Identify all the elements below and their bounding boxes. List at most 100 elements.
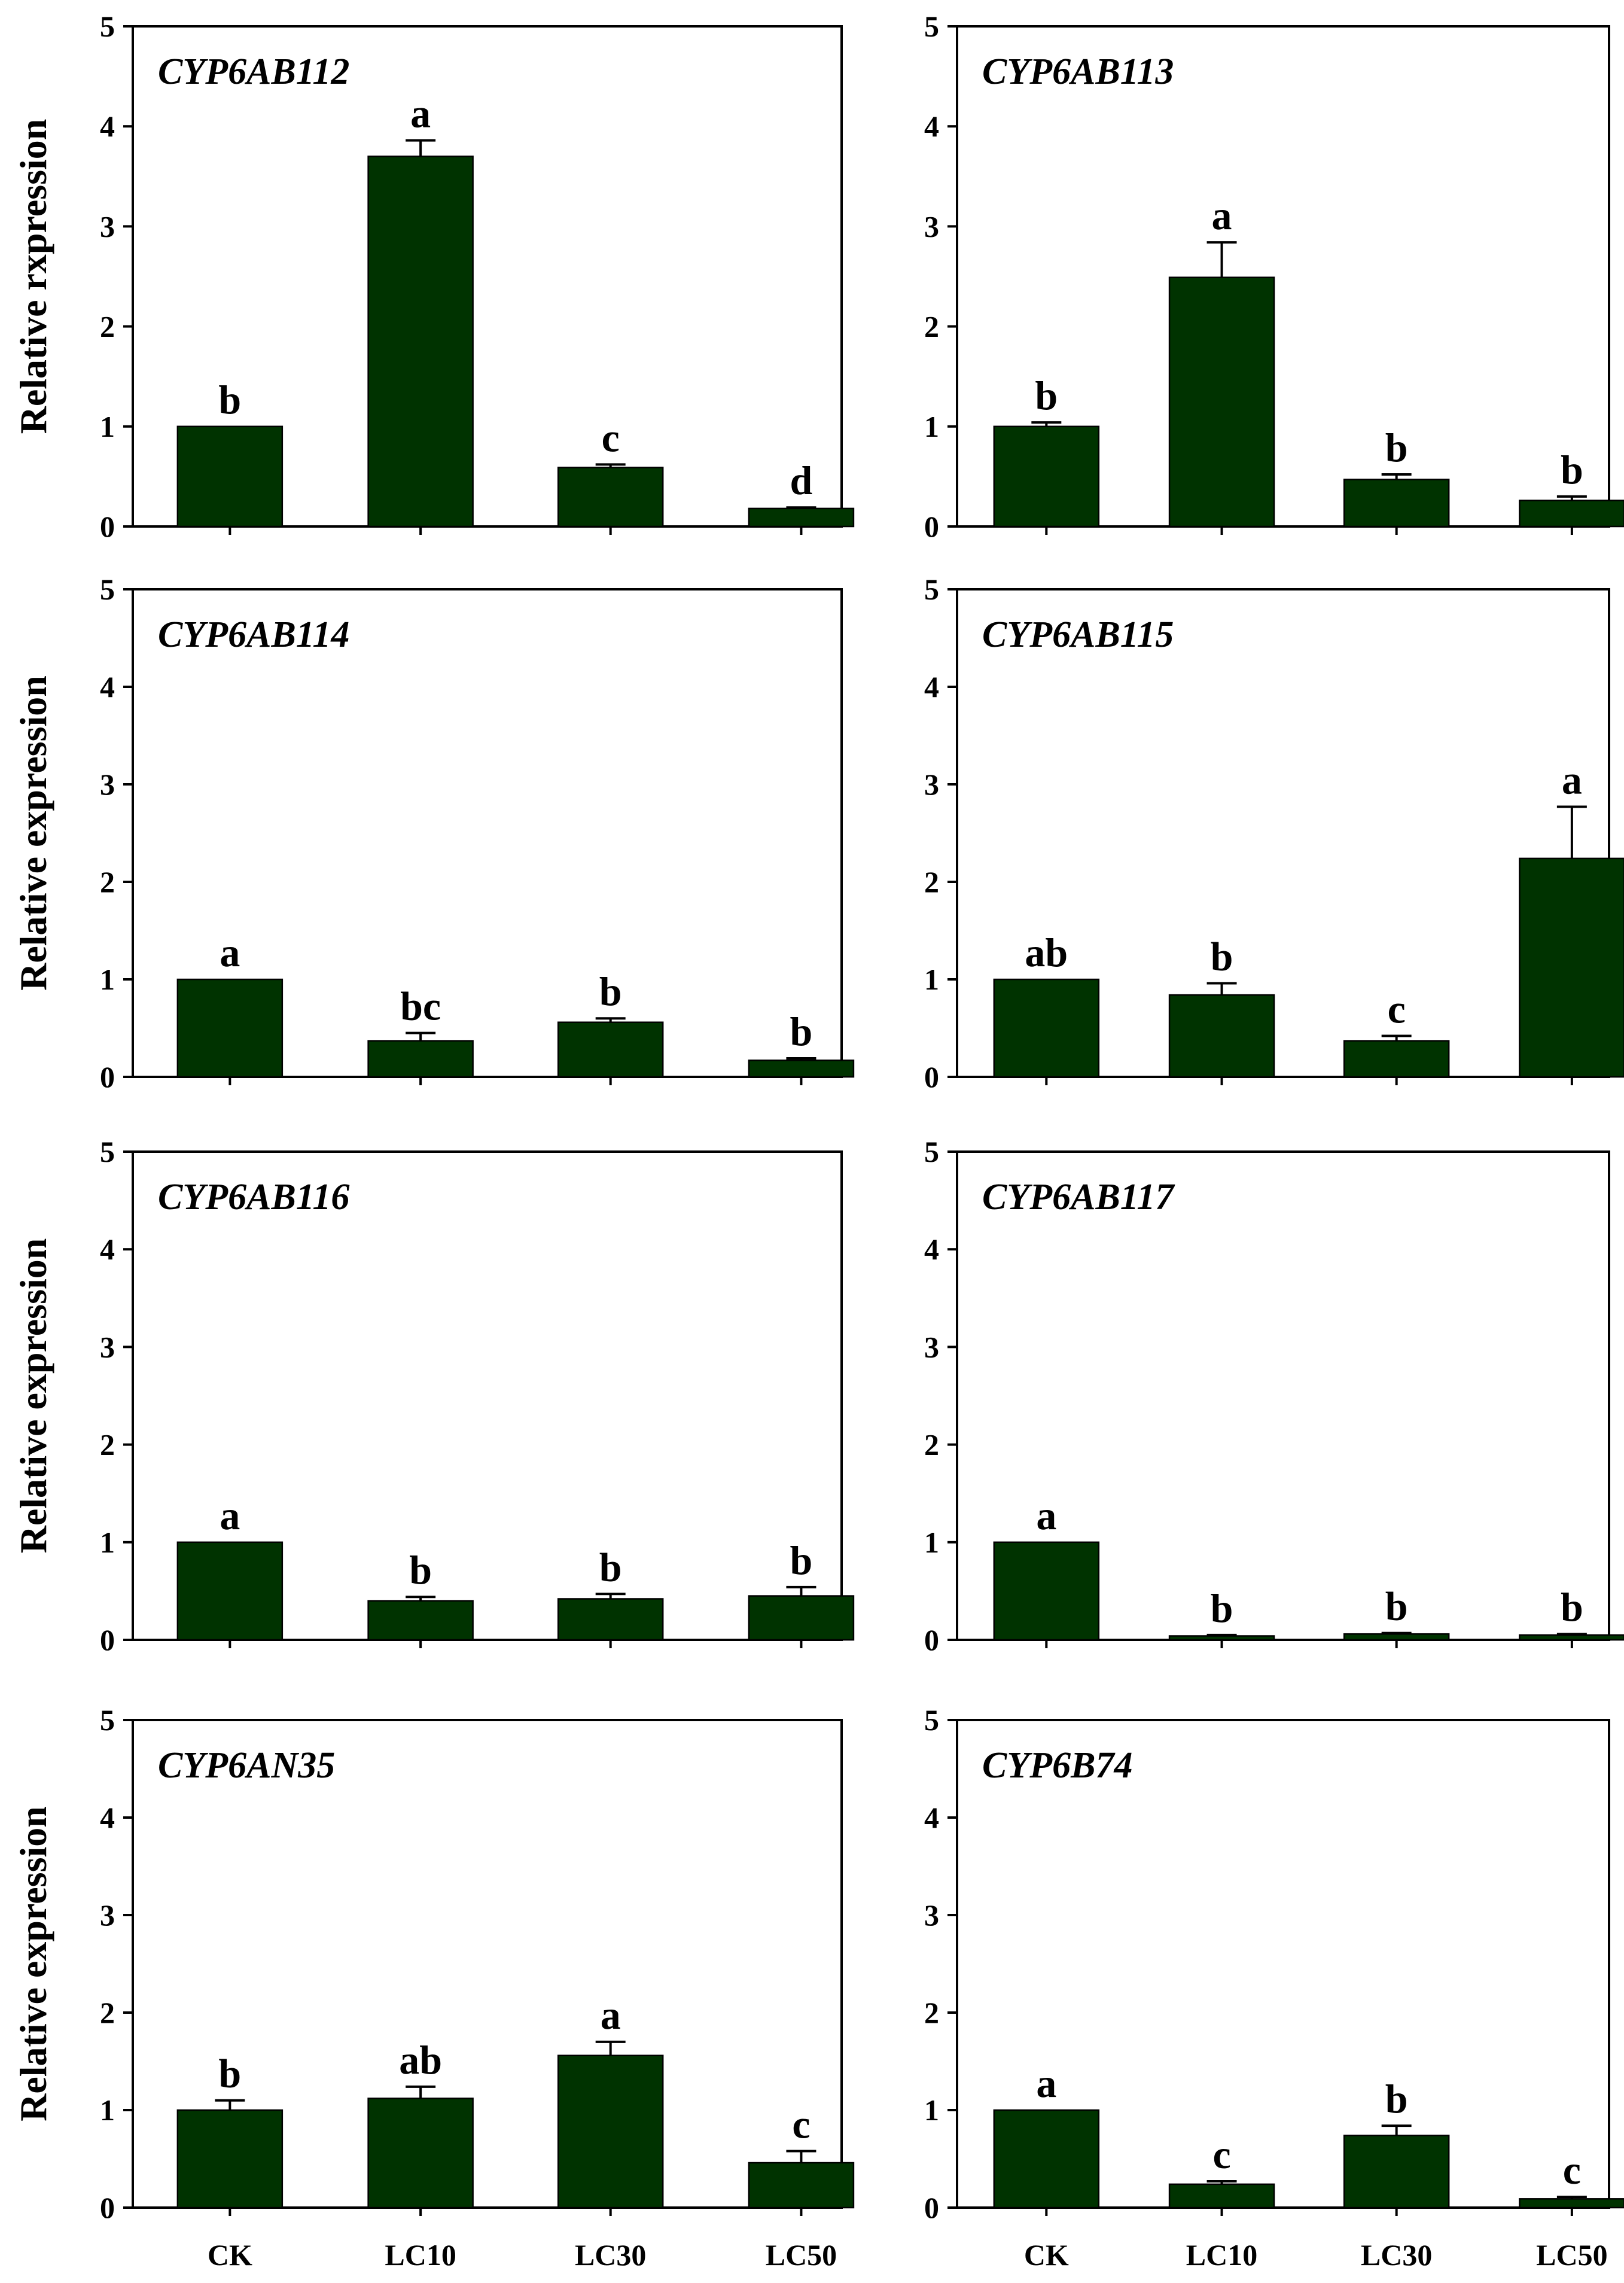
panel-title: CYP6AB112: [158, 51, 349, 92]
y-tick-label: 4: [100, 670, 115, 704]
y-tick-label: 0: [100, 510, 115, 543]
y-tick-label: 4: [100, 1232, 115, 1266]
bar-lc50: [1519, 500, 1624, 528]
y-tick-label: 3: [100, 1898, 115, 1932]
bar-lc10: [1168, 276, 1275, 528]
significance-label: a: [601, 1992, 621, 2038]
significance-label: a: [1036, 1493, 1056, 1538]
x-tick-label-lc30: LC30: [575, 2238, 646, 2272]
y-tick-label: 3: [100, 209, 115, 243]
significance-label: ab: [399, 2037, 442, 2083]
panel-title: CYP6B74: [982, 1745, 1132, 1786]
panel-title: CYP6AB115: [982, 614, 1174, 655]
y-tick-label: 0: [924, 1623, 939, 1657]
significance-label: b: [218, 377, 241, 422]
significance-label: a: [1036, 2060, 1056, 2106]
y-tick-label: 0: [100, 1623, 115, 1657]
bar-lc50: [1519, 1634, 1624, 1641]
bar-lc10: [367, 156, 474, 528]
y-tick-label: 0: [924, 1060, 939, 1094]
panel-title: CYP6AB117: [982, 1177, 1175, 1217]
plot-frame: [956, 1719, 1610, 2209]
y-tick-label: 0: [100, 2191, 115, 2224]
bar-lc10: [1168, 2183, 1275, 2209]
panel-cyp6ab117: 0 1 2 3 4 5 CYP6AB117 a b b b: [924, 1135, 1624, 1657]
y-tick-label: 1: [924, 963, 939, 996]
significance-label: c: [1388, 987, 1406, 1032]
significance-label: b: [409, 1547, 432, 1593]
panel-title: CYP6AN35: [158, 1745, 335, 1786]
panel-title: CYP6AB114: [158, 614, 349, 655]
bar-lc50: [748, 507, 855, 528]
bar-lc30: [1343, 1040, 1450, 1078]
plot-frame: [132, 588, 843, 1078]
y-tick-label: 2: [924, 310, 939, 343]
bar-ck: [993, 1541, 1100, 1641]
x-tick-label-ck: CK: [208, 2238, 252, 2272]
y-axis-label: Relative expression: [12, 1238, 54, 1554]
bar-ck: [993, 2109, 1100, 2209]
bar-lc30: [557, 2054, 664, 2209]
significance-label: b: [1211, 934, 1233, 979]
bar-lc10: [1168, 1635, 1275, 1641]
panel-cyp6ab114: 0 1 2 3 4 5 CYP6AB114 Relative expression a bc b b: [12, 573, 855, 1094]
bar-lc50: [748, 2162, 855, 2209]
y-tick-label: 5: [100, 1135, 115, 1168]
bar-lc30: [557, 467, 664, 528]
y-axis-label: Relative expression: [12, 1806, 54, 2121]
y-tick-label: 5: [924, 10, 939, 43]
y-tick-label: 4: [924, 1801, 939, 1834]
bar-lc50: [748, 1060, 855, 1078]
y-tick-label: 2: [924, 1428, 939, 1462]
bar-ck: [176, 2109, 284, 2209]
bar-lc30: [557, 1598, 664, 1641]
significance-label: c: [1212, 2132, 1230, 2177]
significance-label: b: [1561, 1584, 1583, 1630]
bar-ck: [176, 978, 284, 1078]
y-tick-label: 2: [100, 865, 115, 899]
bar-lc30: [1343, 2135, 1450, 2209]
y-tick-label: 4: [100, 109, 115, 143]
significance-label: bc: [400, 984, 441, 1029]
bar-lc30: [1343, 479, 1450, 528]
y-tick-label: 5: [100, 573, 115, 606]
bar-lc10: [367, 2098, 474, 2209]
significance-label: a: [220, 1493, 240, 1538]
panel-cyp6b74: 0 1 2 3 4 5 CYP6B74 a CK c LC10 b LC30 c LC50: [924, 1703, 1624, 2272]
significance-label: c: [1563, 2147, 1581, 2193]
y-tick-label: 2: [100, 1996, 115, 2029]
panel-cyp6ab115: 0 1 2 3 4 5 CYP6AB115 ab b c a: [924, 573, 1624, 1094]
y-tick-label: 3: [924, 209, 939, 243]
y-tick-label: 3: [100, 768, 115, 801]
significance-label: d: [790, 458, 813, 503]
plot-frame: [132, 1719, 843, 2209]
x-tick-label-lc10: LC10: [1186, 2238, 1257, 2272]
y-tick-label: 4: [924, 670, 939, 704]
significance-label: b: [1385, 1584, 1408, 1629]
x-tick-label-lc50: LC50: [766, 2238, 837, 2272]
significance-label: a: [410, 91, 431, 136]
significance-label: b: [218, 2051, 241, 2096]
bar-lc10: [367, 1040, 474, 1078]
y-tick-label: 3: [924, 1898, 939, 1932]
y-axis-label: Relative expression: [12, 675, 54, 991]
y-tick-label: 5: [100, 1703, 115, 1737]
y-tick-label: 4: [924, 1232, 939, 1266]
panel-cyp6an35: 0 1 2 3 4 5 CYP6AN35 Relative expression b CK ab LC…: [12, 1703, 855, 2272]
x-tick-label-lc30: LC30: [1361, 2238, 1432, 2272]
panel-title: CYP6AB113: [982, 51, 1174, 92]
plot-frame: [132, 1150, 843, 1641]
y-tick-label: 4: [924, 109, 939, 143]
y-tick-label: 2: [100, 310, 115, 343]
y-tick-label: 1: [100, 2093, 115, 2127]
bar-ck: [993, 978, 1100, 1078]
y-tick-label: 1: [924, 2093, 939, 2127]
x-tick-label-lc50: LC50: [1536, 2238, 1607, 2272]
significance-label: c: [792, 2101, 810, 2147]
y-tick-label: 5: [100, 10, 115, 43]
bar-lc50: [1519, 857, 1624, 1078]
significance-label: b: [1211, 1585, 1233, 1631]
panel-title: CYP6AB116: [158, 1177, 349, 1217]
bar-lc30: [557, 1021, 664, 1078]
plot-frame: [956, 588, 1610, 1078]
